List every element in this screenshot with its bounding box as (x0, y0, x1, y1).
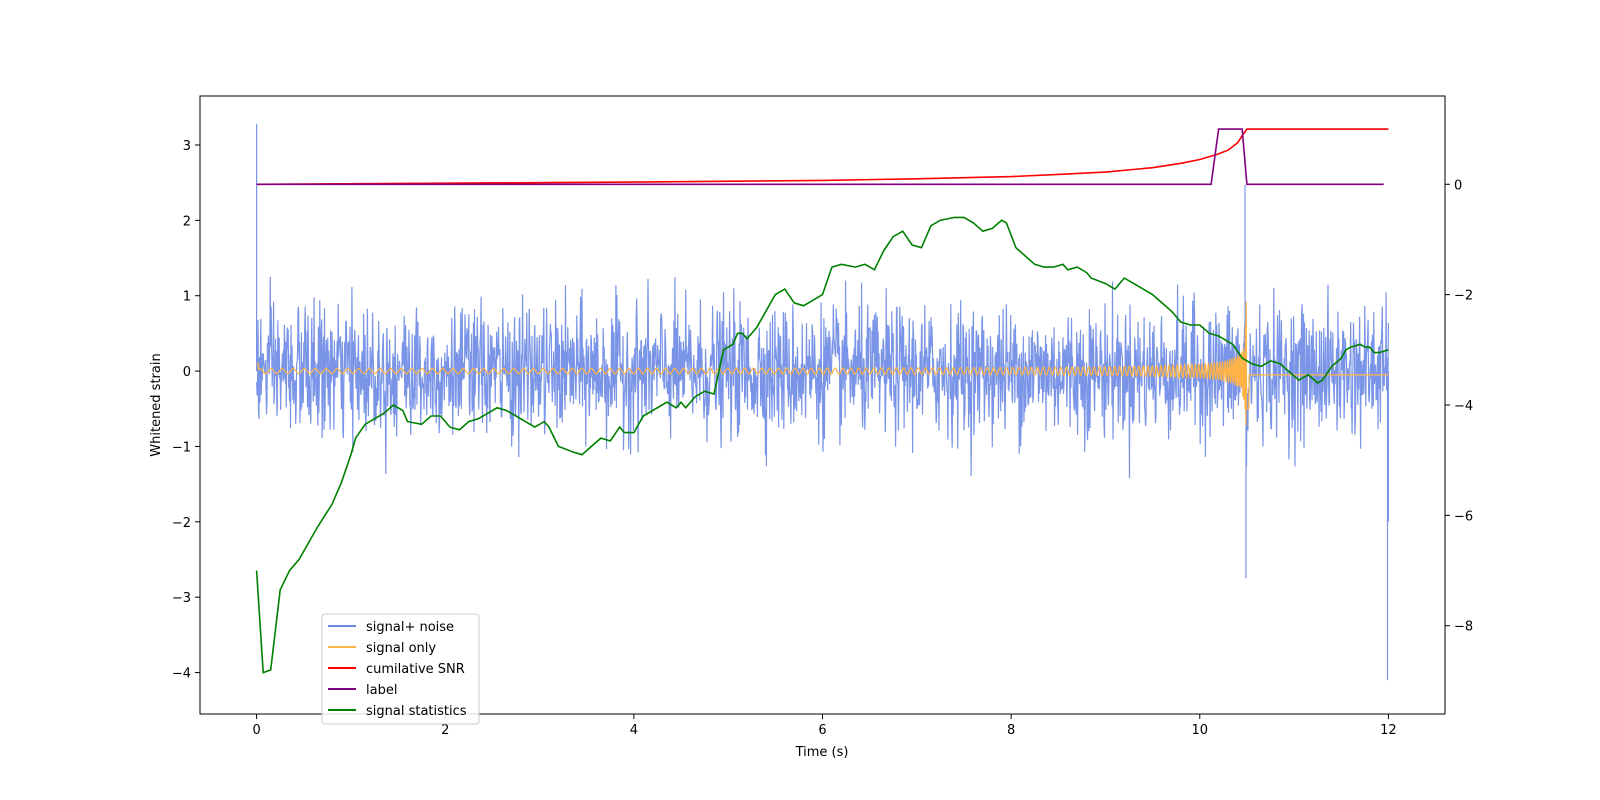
x-tick-label: 6 (818, 723, 826, 738)
left-y-tick-label: 2 (183, 214, 191, 229)
series-signal-only-line (256, 301, 1389, 426)
x-tick-label: 10 (1191, 723, 1208, 738)
legend-box (321, 613, 480, 725)
legend-label-signal-statistics: signal statistics (366, 704, 467, 719)
series-signal-statistics-line (255, 216, 1389, 674)
legend-label-label: label (366, 683, 397, 698)
right-y-tick-label: −6 (1454, 509, 1473, 524)
left-y-tick-label: 3 (183, 139, 191, 154)
left-y-tick-label: −4 (172, 667, 191, 682)
right-y-tick-label: −2 (1454, 289, 1473, 304)
right-y-tick-label: −8 (1454, 620, 1473, 635)
left-y-tick-label: 1 (183, 290, 191, 305)
plot-area (255, 123, 1389, 681)
x-axis-label: Time (s) (795, 745, 849, 760)
x-tick-label: 8 (1007, 723, 1015, 738)
left-y-tick-label: −1 (172, 440, 191, 455)
legend-label-cumulative-snr: cumilative SNR (366, 662, 465, 677)
series-cumulative-snr-line (256, 128, 1389, 186)
legend-label-signal-only: signal only (366, 641, 436, 656)
right-y-tick-label: 0 (1454, 178, 1462, 193)
x-tick-label: 2 (441, 723, 449, 738)
right-y-tick-label: −4 (1454, 399, 1473, 414)
series-label-line (256, 128, 1384, 186)
x-tick-label: 0 (252, 723, 260, 738)
legend: signal+ noise signal only cumilative SNR… (321, 613, 480, 725)
y-axis-label: Whitened strain (149, 353, 164, 456)
left-y-axis: −4 −3 −2 −1 0 1 2 3 (172, 139, 200, 682)
x-tick-label: 4 (630, 723, 638, 738)
series-signal-noise-line (256, 123, 1389, 681)
left-y-tick-label: −3 (172, 591, 191, 606)
left-y-tick-label: 0 (183, 365, 191, 380)
x-tick-label: 12 (1380, 723, 1397, 738)
legend-label-signal-noise: signal+ noise (366, 620, 454, 635)
x-axis: 0 2 4 6 8 10 12 (252, 714, 1397, 738)
left-y-tick-label: −2 (172, 516, 191, 531)
right-y-axis: −8 −6 −4 −2 0 (1445, 178, 1473, 635)
